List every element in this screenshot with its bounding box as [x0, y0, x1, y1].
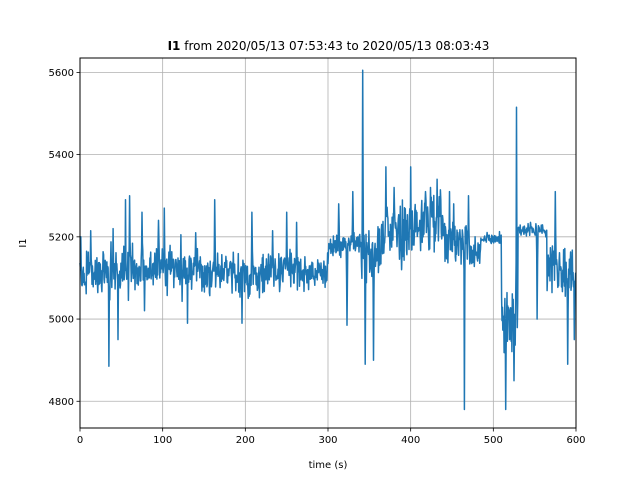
axis-ticks: 0 100 200 300 400 500 600 4800 5000 5200 5400 5600 [49, 68, 586, 446]
chart-title-bold: I1 [168, 39, 181, 53]
series-layer [79, 69, 577, 411]
y-axis-label: I1 [18, 238, 29, 247]
y-tick-label: 5200 [49, 232, 74, 243]
x-tick-label: 100 [153, 435, 172, 446]
chart-title-rest: from 2020/05/13 07:53:43 to 2020/05/13 0… [180, 39, 489, 53]
x-tick-label: 400 [401, 435, 420, 446]
y-tick-label: 5600 [49, 68, 74, 79]
y-tick-label: 4800 [49, 397, 74, 408]
x-tick-label: 500 [484, 435, 503, 446]
x-tick-label: 200 [236, 435, 255, 446]
series-line-i1 [79, 69, 577, 411]
x-tick-label: 0 [77, 435, 83, 446]
chart-title: I1 from 2020/05/13 07:53:43 to 2020/05/1… [168, 39, 490, 53]
y-tick-label: 5400 [49, 150, 74, 161]
y-tick-label: 5000 [49, 315, 74, 326]
x-axis-label: time (s) [309, 460, 348, 471]
x-tick-label: 600 [566, 435, 585, 446]
x-tick-label: 300 [318, 435, 337, 446]
